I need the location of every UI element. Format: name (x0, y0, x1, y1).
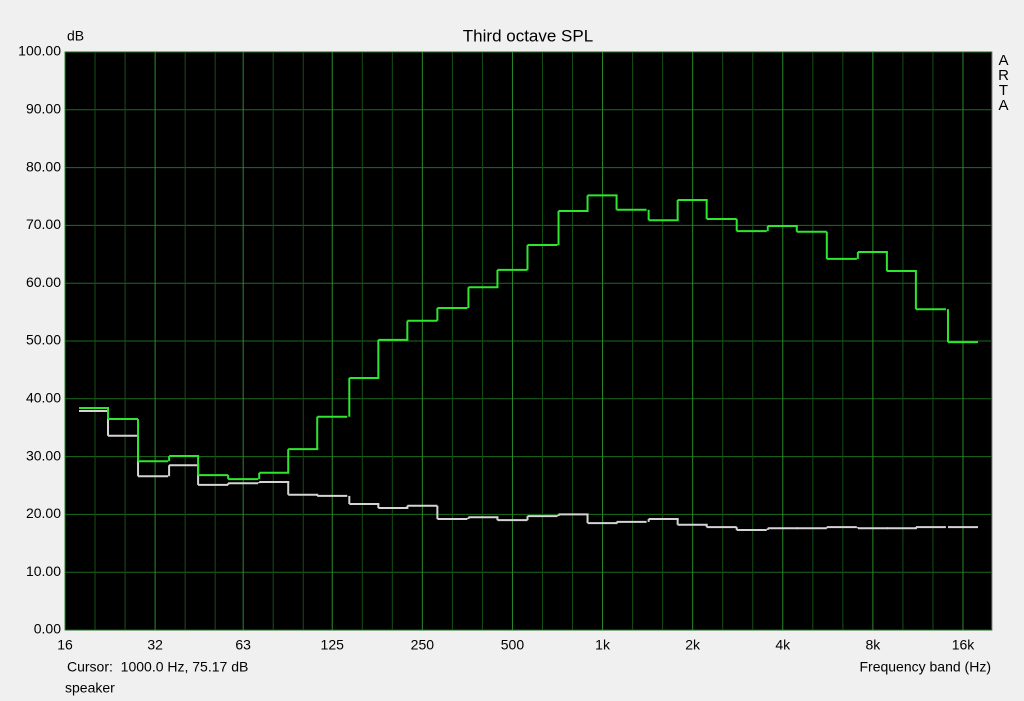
chart-title: Third octave SPL (463, 26, 593, 45)
y-tick-label: 60.00 (26, 274, 61, 290)
watermark: ARTA (995, 52, 1012, 112)
grid (64, 51, 992, 631)
x-tick-label: 32 (147, 637, 163, 653)
cursor-readout: Cursor: 1000.0 Hz, 75.17 dB (67, 659, 248, 675)
x-tick-label: 16 (57, 637, 73, 653)
y-tick-label: 10.00 (26, 563, 61, 579)
labels: 0.00 10.00 20.00 30.00 40.00 50.00 60.00 70.00 8… (18, 43, 975, 653)
y-tick-label: 70.00 (26, 216, 61, 232)
x-tick-label: 8k (865, 637, 881, 653)
y-tick-label: 0.00 (34, 621, 61, 637)
x-tick-label: 250 (411, 637, 435, 653)
y-axis-label: dB (67, 28, 84, 44)
x-axis-label: Frequency band (Hz) (859, 659, 991, 675)
x-tick-label: 2k (685, 637, 701, 653)
y-tick-label: 20.00 (26, 505, 61, 521)
y-tick-label: 50.00 (26, 332, 61, 348)
y-tick-label: 80.00 (26, 158, 61, 174)
annotation: speaker (65, 680, 115, 696)
x-tick-label: 16k (952, 637, 976, 653)
x-tick-label: 125 (321, 637, 345, 653)
x-tick-label: 500 (501, 637, 525, 653)
x-tick-label: 1k (595, 637, 611, 653)
y-tick-label: 30.00 (26, 447, 61, 463)
x-tick-label: 63 (235, 637, 251, 653)
y-tick-label: 40.00 (26, 390, 61, 406)
y-tick-label: 90.00 (26, 101, 61, 117)
x-tick-label: 4k (775, 637, 791, 653)
series-layer (78, 194, 979, 532)
y-tick-label: 100.00 (18, 43, 61, 59)
